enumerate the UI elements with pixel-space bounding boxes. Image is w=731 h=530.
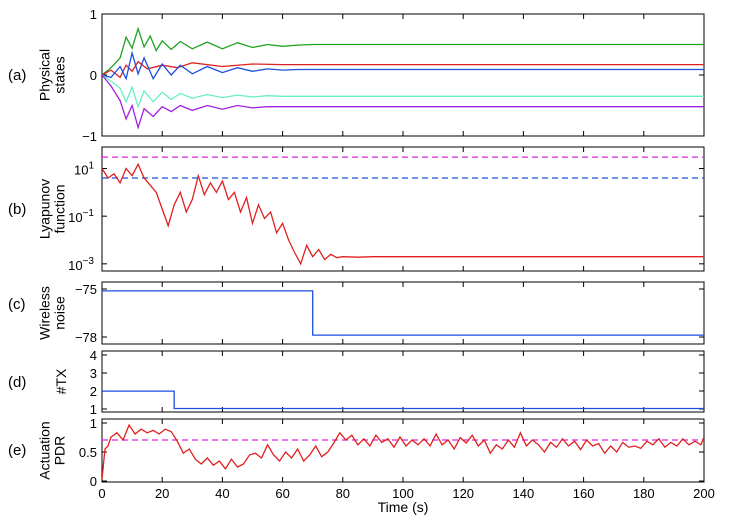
y-axis-label: noise bbox=[52, 296, 68, 330]
x-tick-label: 0 bbox=[98, 486, 105, 501]
x-tick-label: 180 bbox=[633, 486, 655, 501]
y-axis-label: function bbox=[52, 184, 68, 233]
panel-e: 1 0.5 0 (e) Actuation PDR 0 20 40 60 80 100 120 140 16… bbox=[8, 416, 715, 515]
panel-label: (c) bbox=[8, 296, 26, 313]
y-tick-label: −78 bbox=[75, 330, 97, 345]
y-axis-label: states bbox=[52, 56, 68, 93]
y-tick-label: 1 bbox=[90, 416, 97, 431]
y-tick-label: 10−1 bbox=[68, 208, 94, 225]
x-tick-label: 60 bbox=[275, 486, 289, 501]
panel-label: (a) bbox=[8, 67, 26, 84]
panel-label: (e) bbox=[8, 442, 26, 459]
axes-box bbox=[101, 418, 705, 483]
y-axis-label: Physical bbox=[37, 49, 53, 101]
y-tick-base: 10 bbox=[68, 210, 82, 225]
series-line bbox=[102, 74, 704, 130]
y-tick-label: 0 bbox=[90, 474, 97, 489]
panel-label: (b) bbox=[8, 201, 26, 218]
series-line bbox=[102, 423, 704, 480]
y-tick-label: 1 bbox=[90, 402, 97, 417]
x-tick-label: 140 bbox=[513, 486, 535, 501]
series-line bbox=[102, 26, 704, 76]
y-tick-label: 0 bbox=[90, 68, 97, 83]
y-tick-base: 10 bbox=[74, 163, 88, 178]
y-tick-label: 1 bbox=[90, 7, 97, 22]
y-tick-base: 10 bbox=[68, 258, 82, 273]
x-tick-label: 200 bbox=[693, 486, 715, 501]
y-axis-label: Wireless bbox=[37, 286, 53, 340]
series-line bbox=[102, 50, 704, 81]
x-axis-label: Time (s) bbox=[378, 499, 429, 515]
y-tick-label: 0.5 bbox=[79, 445, 97, 460]
y-tick-exponent: −3 bbox=[83, 256, 95, 267]
x-tick-label: 100 bbox=[392, 486, 414, 501]
axes-box bbox=[101, 146, 705, 272]
panel-d: 4 3 2 1 (d) #TX bbox=[8, 348, 705, 417]
x-tick-label: 120 bbox=[452, 486, 474, 501]
panel-a: 1 0 −1 (a) Physical states bbox=[8, 7, 705, 144]
y-tick-label: −1 bbox=[82, 129, 97, 144]
y-tick-label: 2 bbox=[90, 384, 97, 399]
y-tick-label: −75 bbox=[75, 282, 97, 297]
y-tick-label: 10−3 bbox=[68, 256, 94, 273]
y-axis-label: #TX bbox=[53, 368, 69, 394]
y-axis-label: PDR bbox=[52, 436, 68, 466]
axes-box bbox=[101, 13, 705, 137]
x-tick-label: 80 bbox=[336, 486, 350, 501]
x-tick-label: 160 bbox=[573, 486, 595, 501]
y-axis-label: Actuation bbox=[37, 421, 53, 479]
series-line bbox=[102, 390, 704, 410]
series-line bbox=[102, 162, 704, 266]
x-tick-label: 40 bbox=[215, 486, 229, 501]
y-axis-label: Lyapunov bbox=[37, 179, 53, 239]
axes-box bbox=[101, 350, 705, 413]
panel-c: −75 −78 (c) Wireless noise bbox=[8, 281, 705, 345]
y-tick-label: 3 bbox=[90, 366, 97, 381]
y-tick-exponent: −1 bbox=[83, 208, 95, 219]
series-line bbox=[102, 74, 704, 109]
y-tick-exponent: 1 bbox=[88, 161, 94, 172]
series-line bbox=[102, 290, 704, 336]
panel-label: (d) bbox=[8, 374, 26, 391]
y-tick-label: 4 bbox=[90, 348, 97, 363]
y-tick-label: 101 bbox=[74, 161, 94, 178]
x-tick-label: 20 bbox=[155, 486, 169, 501]
